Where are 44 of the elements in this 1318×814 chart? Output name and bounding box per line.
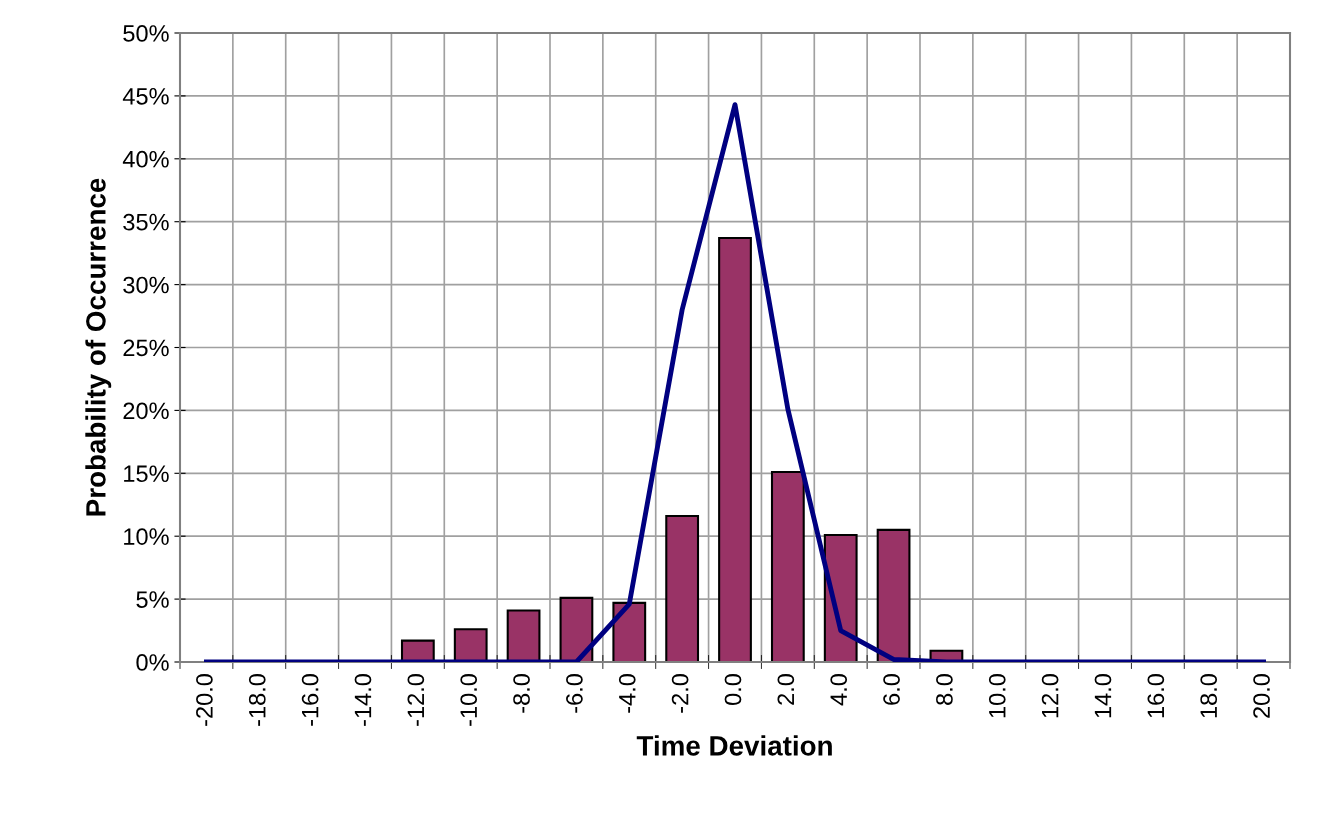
- y-tick-label: 20%: [123, 402, 169, 420]
- x-tick-label: 4.0: [830, 674, 848, 706]
- x-tick-label: -2.0: [671, 674, 689, 713]
- bar: [770, 471, 805, 662]
- bar: [506, 609, 541, 662]
- y-tick-label: 15%: [124, 465, 169, 483]
- x-tick-label: 16.0: [1147, 674, 1165, 718]
- x-tick-label: 14.0: [1094, 674, 1112, 718]
- y-tick-label: 45%: [122, 88, 169, 105]
- y-tick-label: 25%: [123, 339, 169, 357]
- x-tick-label: -8.0: [513, 674, 530, 713]
- bar: [559, 596, 594, 662]
- bar: [665, 515, 700, 662]
- x-tick-label: -4.0: [618, 674, 636, 713]
- line-series: [204, 102, 1266, 662]
- x-tick-label: 0.0: [724, 674, 742, 706]
- x-tick-label: 20.0: [1253, 674, 1270, 718]
- y-tick-label: 30%: [123, 276, 169, 294]
- bar: [876, 528, 911, 662]
- x-tick-label: -18.0: [248, 674, 266, 726]
- y-tick-label: 35%: [123, 213, 169, 231]
- x-axis-title: Time Deviation: [636, 735, 832, 756]
- y-tick-label: 0%: [136, 654, 169, 671]
- x-tick-label: -10.0: [460, 674, 478, 726]
- x-tick-label: 8.0: [936, 674, 953, 705]
- bar: [453, 628, 488, 662]
- bar: [400, 639, 435, 662]
- x-tick-label: 18.0: [1200, 674, 1218, 718]
- bar: [718, 237, 752, 662]
- x-tick-label: -12.0: [407, 674, 425, 726]
- y-axis-title: Probability of Occurrence: [85, 178, 112, 516]
- y-tick-label: 50%: [123, 25, 169, 42]
- y-tick-label: 5%: [136, 591, 169, 608]
- x-tick-label: -14.0: [354, 674, 372, 726]
- x-tick-label: 12.0: [1041, 674, 1059, 718]
- x-tick-label: 6.0: [883, 674, 900, 705]
- x-tick-label: -6.0: [566, 674, 583, 713]
- y-tick-label: 10%: [124, 528, 169, 545]
- x-tick-label: -16.0: [301, 674, 319, 726]
- x-tick-label: 2.0: [777, 674, 795, 705]
- y-tick-label: 40%: [122, 150, 169, 168]
- bar: [612, 601, 647, 662]
- x-tick-label: 10.0: [988, 674, 1006, 718]
- x-tick-label: -20.0: [196, 674, 213, 726]
